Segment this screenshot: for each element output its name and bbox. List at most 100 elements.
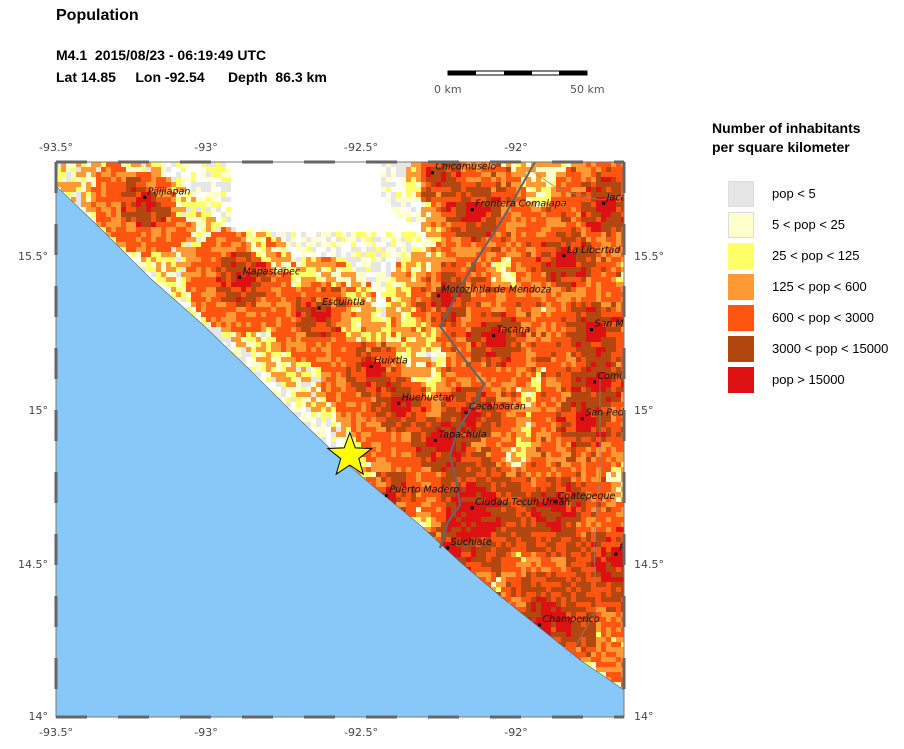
population-cell	[441, 222, 446, 227]
population-cell	[556, 347, 561, 352]
population-cell	[376, 352, 381, 357]
population-cell	[531, 302, 536, 307]
population-cell	[591, 212, 596, 217]
population-cell	[201, 292, 206, 297]
population-cell	[621, 387, 624, 392]
population-cell	[121, 242, 126, 247]
population-cell	[616, 282, 621, 287]
population-cell	[506, 252, 511, 257]
population-cell	[436, 287, 441, 292]
population-cell	[181, 202, 186, 207]
population-cell	[346, 282, 351, 287]
population-cell	[486, 292, 491, 297]
population-cell	[446, 222, 451, 227]
population-cell	[111, 172, 116, 177]
population-cell	[341, 367, 346, 372]
population-cell	[336, 312, 341, 317]
population-cell	[56, 177, 61, 182]
population-cell	[291, 337, 296, 342]
population-cell	[571, 317, 576, 322]
population-cell	[271, 292, 276, 297]
population-cell	[586, 242, 591, 247]
population-cell	[496, 332, 501, 337]
population-cell	[506, 222, 511, 227]
population-cell	[481, 312, 486, 317]
population-cell	[376, 317, 381, 322]
population-cell	[291, 397, 296, 402]
population-cell	[481, 182, 486, 187]
population-cell	[516, 372, 521, 377]
population-cell	[591, 262, 596, 267]
population-cell	[91, 172, 96, 177]
population-cell	[496, 372, 501, 377]
population-cell	[471, 352, 476, 357]
population-cell	[546, 192, 551, 197]
population-cell	[486, 377, 491, 382]
population-cell	[501, 267, 506, 272]
population-cell	[456, 327, 461, 332]
population-cell	[606, 357, 611, 362]
population-cell	[461, 297, 466, 302]
population-cell	[186, 282, 191, 287]
population-cell	[356, 367, 361, 372]
population-cell	[476, 167, 481, 172]
population-cell	[496, 257, 501, 262]
population-cell	[246, 227, 251, 232]
population-cell	[436, 297, 441, 302]
population-cell	[596, 162, 601, 167]
population-cell	[366, 252, 371, 257]
population-cell	[461, 312, 466, 317]
population-cell	[526, 382, 531, 387]
population-cell	[131, 182, 136, 187]
population-cell	[471, 227, 476, 232]
population-cell	[136, 247, 141, 252]
population-cell	[601, 357, 606, 362]
population-cell	[586, 237, 591, 242]
population-cell	[596, 342, 601, 347]
population-cell	[231, 332, 236, 337]
population-cell	[566, 407, 571, 412]
population-cell	[296, 302, 301, 307]
population-cell	[596, 412, 601, 417]
population-cell	[121, 192, 126, 197]
population-cell	[261, 352, 266, 357]
population-cell	[401, 332, 406, 337]
population-cell	[616, 207, 621, 212]
population-cell	[411, 362, 416, 367]
population-cell	[536, 322, 541, 327]
population-cell	[166, 202, 171, 207]
population-cell	[96, 212, 101, 217]
population-cell	[331, 347, 336, 352]
population-cell	[496, 187, 501, 192]
population-cell	[466, 292, 471, 297]
population-cell	[351, 337, 356, 342]
population-cell	[126, 202, 131, 207]
population-cell	[456, 202, 461, 207]
population-cell	[196, 287, 201, 292]
population-cell	[451, 337, 456, 342]
population-cell	[96, 167, 101, 172]
population-cell	[496, 402, 501, 407]
population-cell	[586, 257, 591, 262]
population-cell	[411, 347, 416, 352]
population-cell	[566, 357, 571, 362]
population-cell	[546, 367, 551, 372]
population-cell	[531, 317, 536, 322]
population-cell	[511, 287, 516, 292]
population-cell	[561, 177, 566, 182]
population-cell	[181, 187, 186, 192]
population-cell	[326, 302, 331, 307]
population-cell	[211, 202, 216, 207]
population-cell	[436, 377, 441, 382]
population-cell	[616, 212, 621, 217]
population-cell	[466, 232, 471, 237]
population-cell	[466, 342, 471, 347]
population-cell	[91, 182, 96, 187]
population-cell	[466, 407, 471, 412]
population-cell	[546, 277, 551, 282]
population-cell	[421, 347, 426, 352]
population-cell	[196, 187, 201, 192]
population-cell	[471, 337, 476, 342]
population-cell	[151, 262, 156, 267]
population-cell	[271, 272, 276, 277]
